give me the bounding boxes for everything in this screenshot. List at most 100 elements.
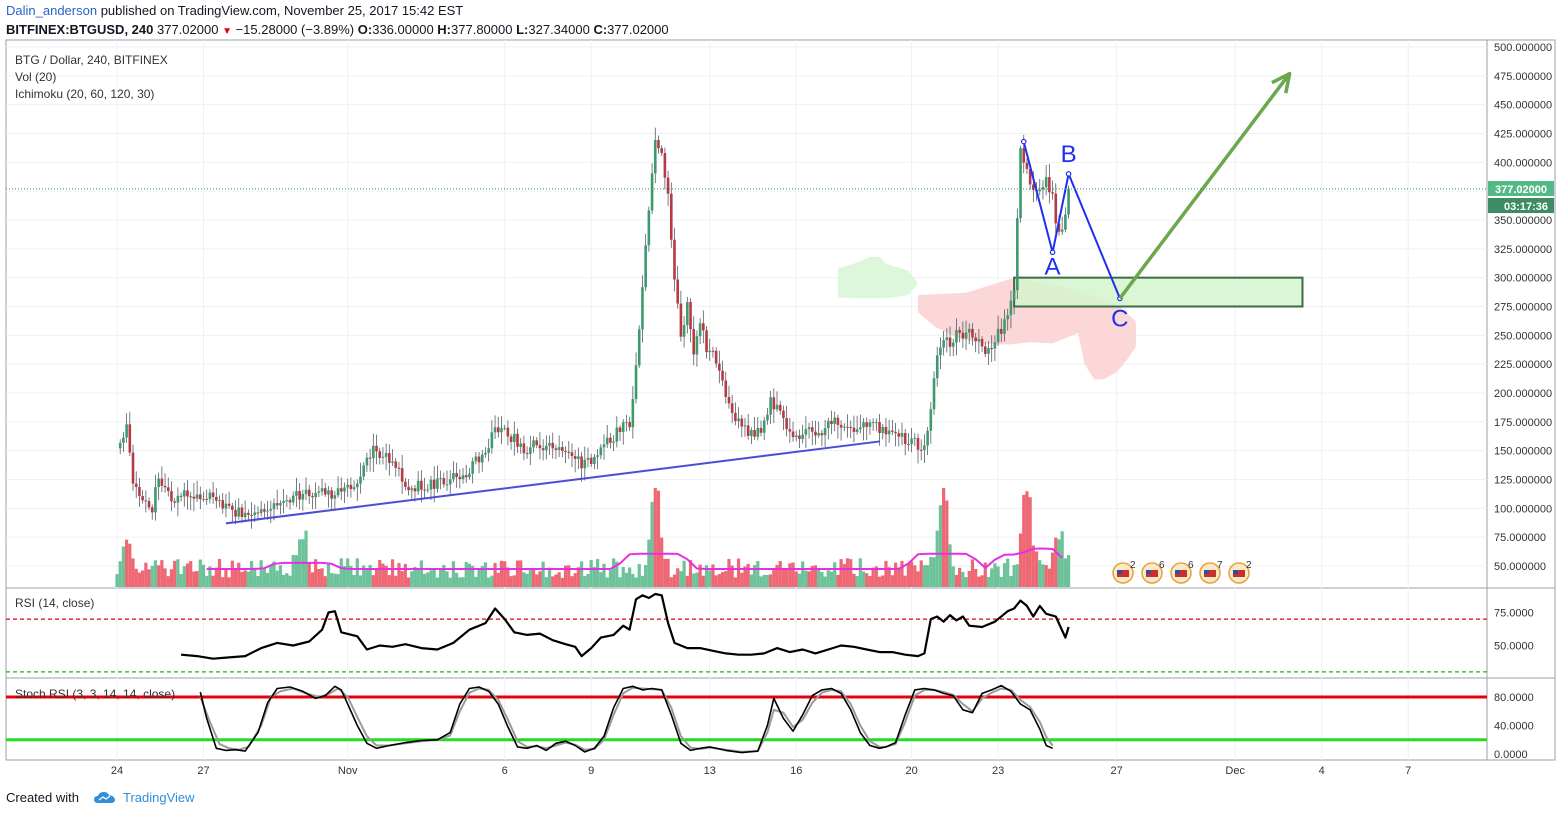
candle-body [564,450,567,452]
candle-body [384,453,388,457]
candle-body [195,494,199,499]
volume-bar [958,567,962,587]
candle-body [394,461,398,468]
candle-body [987,347,990,354]
candle-body [593,456,596,465]
candle-body [487,448,490,453]
volume-bar [785,569,789,587]
candle-body [843,426,846,428]
volume-bar [531,568,536,587]
candle-body [240,507,244,518]
candle-body [336,488,340,496]
candle-body [1012,290,1016,301]
wave-point [1049,249,1056,256]
wave-label-a: A [1045,253,1061,280]
volume-bar [717,574,721,587]
candle-body [288,500,292,503]
volume-bar [163,568,167,587]
volume-bar [211,575,215,587]
author-link[interactable]: Dalin_anderson [6,3,98,18]
volume-bar [650,501,654,587]
created-with-label: Created with [6,790,79,805]
candle-body [692,329,696,355]
volume-bar [342,566,347,587]
legend-stoch: Stoch RSI (3, 3, 14, 14, close) [15,687,175,701]
wave-label-c: C [1111,305,1128,332]
volume-bar [310,572,315,587]
candle-body [227,503,231,506]
volume-bar [256,576,260,587]
volume-bar [628,567,632,587]
volume-bar [913,565,917,587]
tradingview-brand[interactable]: TradingView [85,790,195,805]
candle-body [772,397,776,410]
candle-body [887,430,891,435]
candle-body [538,445,542,449]
candle-body [391,461,394,463]
volume-bar [349,565,353,587]
volume-bar [499,560,504,587]
candle-body [275,503,279,506]
candle-body [407,486,410,491]
volume-bar [445,571,449,587]
candle-body [740,418,744,427]
candle-body [461,475,465,480]
candle-body [1060,229,1064,232]
volume-bar [826,570,830,587]
volume-bar [922,565,927,587]
candle-body [362,465,366,477]
volume-bar [422,573,427,587]
candle-body [951,342,955,347]
volume-bar [221,577,225,587]
volume-bar [490,575,494,587]
candle-body [557,447,561,450]
volume-bar [884,560,888,587]
volume-bar [743,566,747,587]
volume-bar [554,574,558,587]
countdown-label: 03:17:36 [1504,201,1548,213]
volume-bar [294,555,299,587]
candle-body [615,427,619,442]
volume-bar [374,569,379,587]
candle-body [128,424,132,453]
time-tick-label: 4 [1319,765,1325,777]
volume-bar [701,575,705,587]
volume-bar [272,561,276,587]
volume-bar [573,573,577,587]
volume-bar [365,568,369,587]
time-tick-label: 20 [905,765,917,777]
flag-stripes-icon [1146,570,1158,577]
candle-body [448,479,452,485]
candle-body [923,445,926,451]
high-value: 377.80000 [451,22,513,37]
volume-bar [1044,565,1048,587]
volume-bar [602,563,606,587]
legend-volume: Vol (20) [15,70,56,84]
volume-bar [253,567,257,587]
volume-bar [458,577,462,587]
volume-bar [1047,568,1051,587]
volume-bar [823,576,827,587]
volume-bar [416,568,420,587]
volume-bar [893,562,898,587]
volume-bar [1060,531,1064,587]
volume-bar [262,568,266,587]
volume-bar [608,569,613,587]
volume-bar [817,569,821,587]
candle-body [919,449,923,451]
candle-body [1016,218,1019,291]
close-value: 377.02000 [607,22,669,37]
candle-body [1025,162,1029,169]
candle-body [586,457,590,460]
candle-body [980,339,984,347]
volume-bar [467,563,472,587]
event-marker: 6 [1141,560,1165,584]
candle-body [349,484,353,490]
candle-body [621,422,625,432]
legend-ichimoku: Ichimoku (20, 60, 120, 30) [15,87,154,101]
volume-bar [304,530,308,587]
volume-bar [1018,533,1023,587]
volume-bar [541,561,545,587]
price-tick-label: 175.000000 [1494,417,1552,429]
